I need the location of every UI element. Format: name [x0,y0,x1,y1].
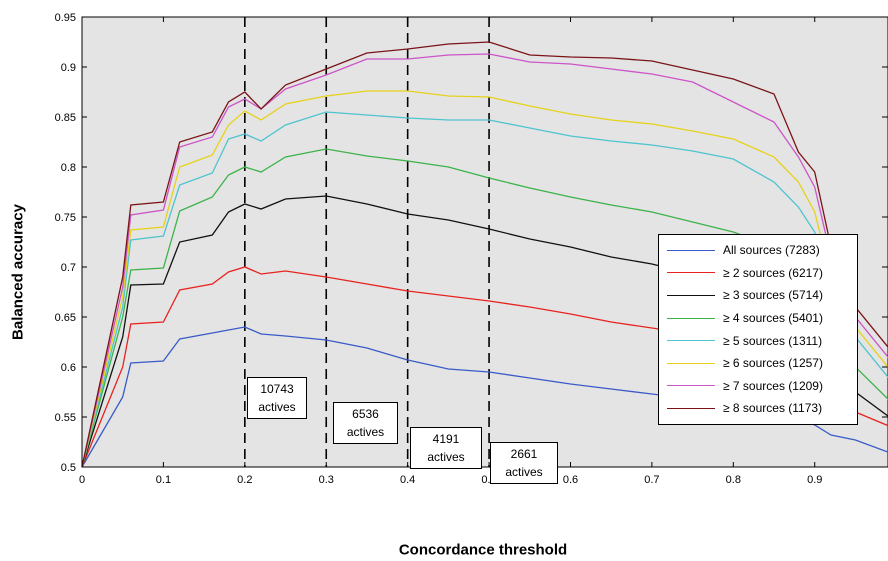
series-line [81,53,888,468]
x-tick-label: 0.2 [237,474,252,486]
legend-label: All sources (7283) [723,243,820,258]
legend: All sources (7283) ≥ 2 sources (6217) ≥ … [658,234,858,425]
legend-item: ≥ 7 sources (1209) [659,375,857,398]
legend-item: ≥ 6 sources (1257) [659,352,857,375]
y-tick-label: 0.55 [55,412,76,424]
legend-item: ≥ 5 sources (1311) [659,329,857,352]
annotation-box: 10743 actives [247,377,307,419]
annotation-count: 10743 [260,382,294,396]
y-tick-label: 0.9 [61,62,76,74]
legend-swatch [667,340,715,342]
annotation-label: actives [505,465,543,479]
x-tick-label: 0.8 [726,474,741,486]
annotation-count: 2661 [510,447,538,461]
legend-swatch [667,294,715,296]
y-tick-label: 0.7 [61,262,76,274]
y-tick-label: 0.95 [55,12,76,24]
legend-item: All sources (7283) [659,239,857,262]
legend-item: ≥ 3 sources (5714) [659,284,857,307]
legend-label: ≥ 2 sources (6217) [723,265,823,280]
legend-swatch [667,272,715,274]
x-tick-label: 0.4 [400,474,415,486]
legend-label: ≥ 5 sources (1311) [723,333,823,348]
y-tick-label: 0.75 [55,212,76,224]
legend-label: ≥ 4 sources (5401) [723,311,823,326]
y-tick-label: 0.85 [55,112,76,124]
legend-label: ≥ 6 sources (1257) [723,356,823,371]
legend-swatch [667,362,715,364]
x-tick-label: 0.1 [156,474,171,486]
y-tick-label: 0.65 [55,312,76,324]
annotation-box: 4191 actives [410,427,482,469]
legend-swatch [667,385,715,387]
y-tick-label: 0.6 [61,362,76,374]
legend-label: ≥ 7 sources (1209) [723,378,823,393]
x-tick-label: 0 [79,474,85,486]
x-tick-label: 0.6 [563,474,578,486]
y-tick-label: 0.8 [61,162,76,174]
x-tick-label: 0.7 [644,474,659,486]
y-axis-label: Balanced accuracy [9,204,27,340]
legend-label: ≥ 8 sources (1173) [723,401,823,416]
legend-item: ≥ 2 sources (6217) [659,262,857,285]
annotation-label: actives [346,425,385,439]
legend-label: ≥ 3 sources (5714) [723,288,823,303]
x-tick-label: 0.9 [807,474,822,486]
annotation-label: actives [427,450,465,464]
series-line [81,90,888,468]
annotation-label: actives [258,400,296,414]
annotation-count: 4191 [432,432,460,446]
x-axis-label: Concordance threshold [398,541,568,559]
y-tick-label: 0.5 [61,462,76,474]
series-line [81,41,888,468]
annotation-box: 6536 actives [333,402,398,444]
annotation-box: 2661 actives [490,442,558,484]
legend-swatch [667,317,715,319]
y-axis-ticks: 0.5 0.55 0.6 0.65 0.7 0.75 0.8 0.85 0.9 0.95 [55,12,888,474]
legend-swatch [667,407,715,409]
series-line [81,111,888,468]
threshold-lines [244,17,490,467]
annotation-count: 6536 [352,407,379,421]
x-tick-label: 0.3 [319,474,334,486]
legend-swatch [667,249,715,251]
legend-item: ≥ 8 sources (1173) [659,397,857,420]
legend-item: ≥ 4 sources (5401) [659,307,857,330]
x-axis-ticks: 00.10.20.30.40.50.60.70.80.9 [79,17,822,486]
